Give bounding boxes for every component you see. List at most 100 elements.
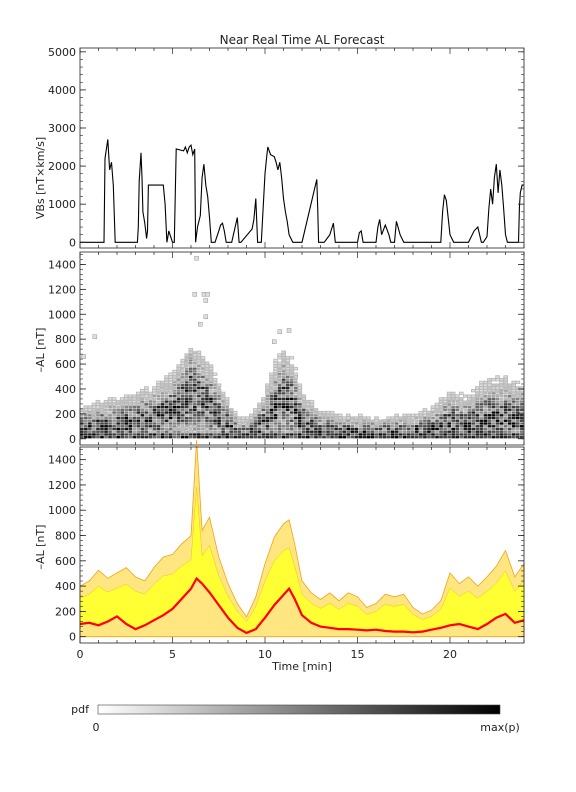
pdf-cell — [495, 403, 500, 406]
y-tick-label: 1200 — [48, 479, 76, 492]
pdf-cell — [168, 397, 173, 401]
pdf-cell — [471, 427, 476, 431]
pdf-cell — [112, 422, 116, 425]
x-tick-label: 5 — [169, 648, 176, 661]
pdf-cell — [176, 427, 181, 431]
pdf-cell — [285, 392, 290, 395]
pdf-cell — [285, 425, 290, 428]
pdf-cell — [306, 425, 310, 428]
pdf-cell — [217, 416, 221, 420]
pdf-cell — [204, 367, 210, 371]
pdf-cell — [495, 397, 500, 401]
pdf-cell — [479, 414, 484, 417]
pdf-cell — [188, 353, 193, 357]
pdf-cell — [176, 400, 181, 403]
pdf-cell — [80, 419, 84, 422]
pdf-cell — [241, 433, 246, 436]
pdf-cell — [285, 369, 290, 374]
pdf-cell — [511, 436, 516, 439]
pdf-cell — [201, 425, 205, 428]
y-tick-label: 5000 — [48, 46, 76, 59]
pdf-cell — [362, 427, 367, 431]
pdf-cell — [511, 394, 516, 398]
pdf-cell — [112, 425, 116, 428]
pdf-cell — [200, 356, 206, 360]
pdf-cell — [193, 403, 197, 406]
pdf-cell — [156, 397, 161, 401]
pdf-cell — [446, 394, 452, 398]
pdf-cell — [201, 430, 205, 433]
pdf-cell — [148, 414, 153, 417]
pdf-cell — [233, 427, 238, 431]
pdf-cell — [519, 430, 524, 433]
pdf-cell — [160, 422, 165, 425]
pdf-cell — [208, 364, 214, 368]
pdf-cell — [277, 389, 282, 392]
pdf-cell — [491, 394, 496, 398]
pdf-cell — [269, 383, 274, 387]
pdf-cell — [180, 361, 186, 365]
pdf-cell — [208, 369, 214, 374]
pdf-cell — [108, 419, 112, 422]
pdf-cell — [209, 414, 213, 417]
pdf-cell — [302, 414, 306, 417]
pdf-cell — [269, 400, 274, 403]
pdf-cell — [87, 405, 93, 409]
pdf-cell — [487, 411, 492, 414]
y-tick-label: 1000 — [48, 198, 76, 211]
pdf-cell — [184, 389, 189, 392]
pdf-cell — [132, 411, 137, 414]
pdf-cell — [491, 430, 496, 433]
pdf-cell — [503, 389, 508, 392]
pdf-cell — [197, 392, 201, 395]
pdf-cell — [273, 436, 278, 439]
pdf-cell — [390, 425, 395, 428]
pdf-cell — [423, 419, 427, 422]
pdf-cell — [116, 419, 120, 422]
pdf-cell — [140, 436, 145, 439]
pdf-cell — [132, 427, 137, 431]
pdf-cell — [431, 411, 435, 414]
pdf-cell — [136, 394, 141, 398]
pdf-cell — [362, 433, 367, 436]
pdf-cell — [160, 408, 165, 411]
pdf-cell — [402, 430, 407, 433]
pdf-cell — [176, 403, 181, 406]
pdf-cell — [112, 411, 116, 414]
pdf-cell — [269, 394, 274, 398]
pdf-cell — [358, 436, 363, 439]
pdf-cell — [103, 413, 109, 417]
pdf-cell — [201, 400, 205, 403]
pdf-cell — [458, 402, 464, 407]
pdf-cell — [370, 422, 375, 425]
pdf-cell — [322, 425, 326, 428]
pdf-cell — [463, 400, 468, 403]
pdf-cell — [519, 419, 524, 422]
pdf-cell — [209, 397, 213, 401]
pdf-cell — [463, 408, 468, 411]
pdf-cell — [438, 399, 444, 404]
pdf-cell — [99, 405, 105, 409]
pdf-cell — [205, 400, 209, 403]
pdf-cell — [354, 430, 359, 433]
colorbar-min-label: 0 — [93, 721, 100, 734]
pdf-cell — [188, 424, 194, 428]
pdf-cell — [180, 386, 185, 390]
pdf-cell — [515, 436, 520, 439]
pdf-cell — [91, 416, 97, 420]
pdf-cell — [112, 436, 116, 439]
pdf-cell — [443, 416, 447, 420]
pdf-cell — [314, 422, 318, 425]
pdf-cell — [112, 416, 116, 420]
pdf-cell — [180, 389, 185, 392]
pdf-cell — [128, 408, 133, 411]
pdf-cell — [265, 436, 270, 439]
pdf-cell — [390, 430, 395, 433]
pdf-cell — [415, 425, 419, 428]
pdf-cell — [435, 425, 439, 428]
pdf-cell — [152, 433, 157, 436]
pdf-cell — [334, 422, 338, 425]
pdf-cell — [269, 425, 274, 428]
pdf-cell — [201, 433, 205, 436]
pdf-cell — [156, 388, 161, 393]
